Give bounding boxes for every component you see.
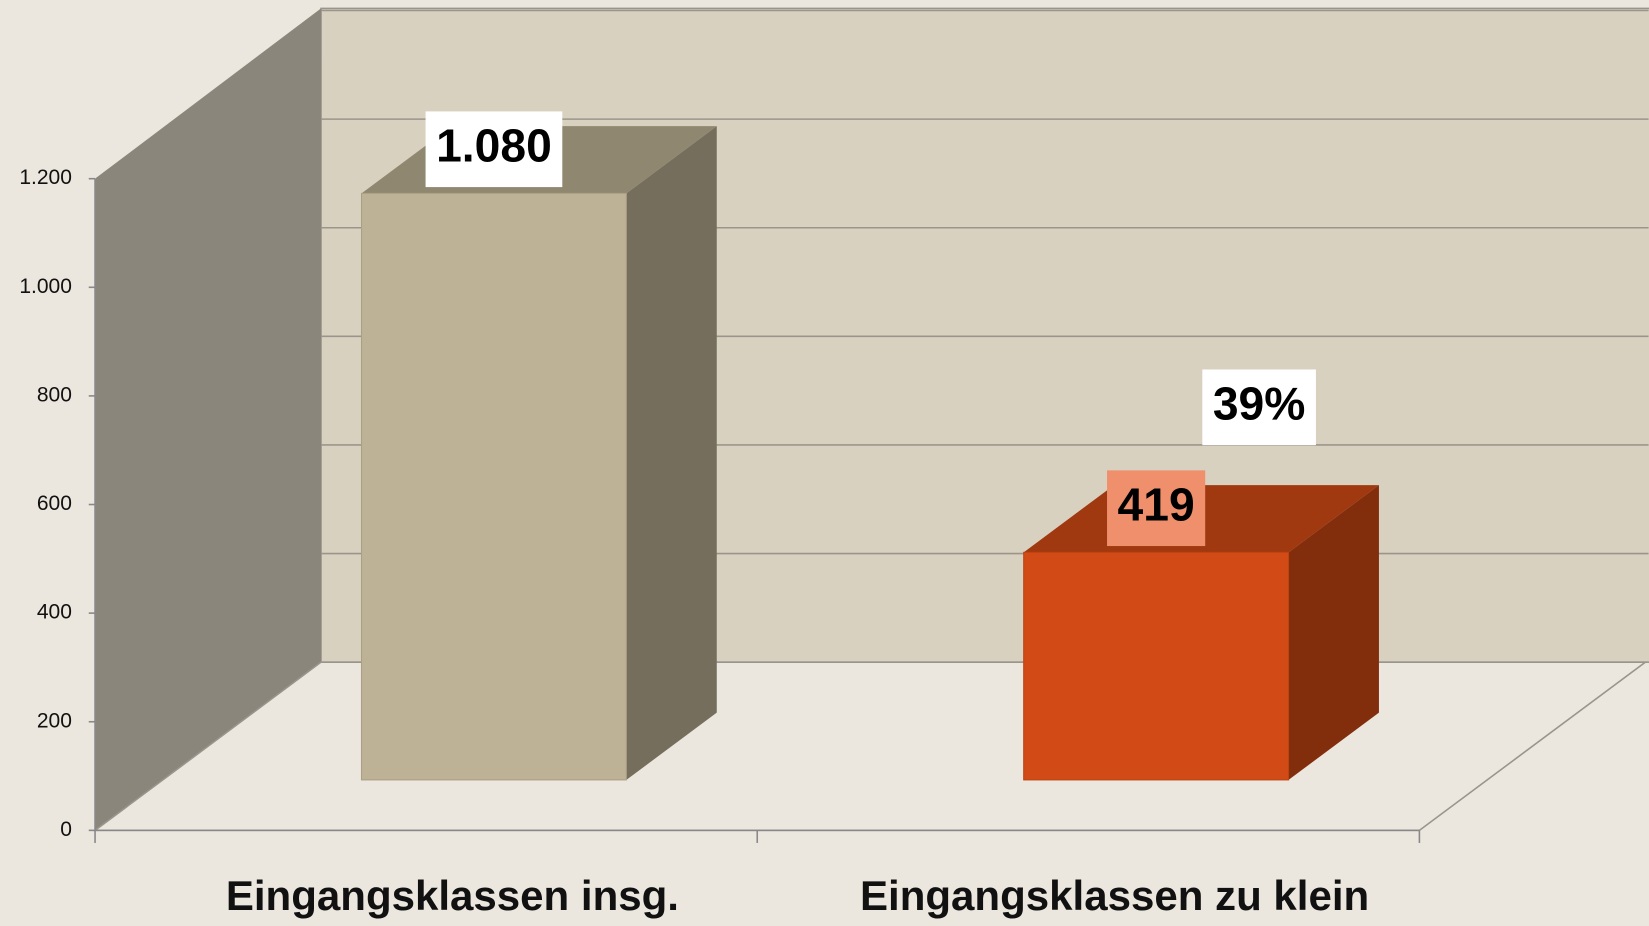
- side-wall: [95, 8, 322, 831]
- value-label: 1.080: [436, 119, 552, 171]
- bar-side: [626, 126, 717, 780]
- y-tick-label: 800: [37, 383, 72, 406]
- bar: [360, 192, 627, 781]
- y-tick-label: 1.000: [19, 275, 72, 298]
- bar: [1023, 551, 1290, 781]
- value-label: 419: [1118, 478, 1195, 530]
- y-tick-label: 200: [37, 709, 72, 732]
- value-label-box: [425, 111, 563, 188]
- value-label-box: [1107, 470, 1206, 547]
- annotation-group: 39%: [1202, 369, 1316, 446]
- y-tick-label: 400: [37, 601, 72, 624]
- x-tick-label: Eingangsklassen zu klein: [860, 872, 1369, 919]
- y-tick-label: 1.200: [19, 166, 72, 189]
- value-label-group: 1.080: [425, 111, 563, 188]
- floor: [92, 661, 1648, 832]
- annotation-box: [1202, 369, 1316, 446]
- y-tick-label: 0: [60, 818, 72, 841]
- value-label-group: 419: [1107, 470, 1206, 547]
- x-tick-label: Eingangsklassen insg.: [226, 872, 679, 919]
- bar-side: [1288, 485, 1379, 780]
- annotation: 39%: [1213, 378, 1306, 430]
- y-tick-label: 600: [37, 492, 72, 515]
